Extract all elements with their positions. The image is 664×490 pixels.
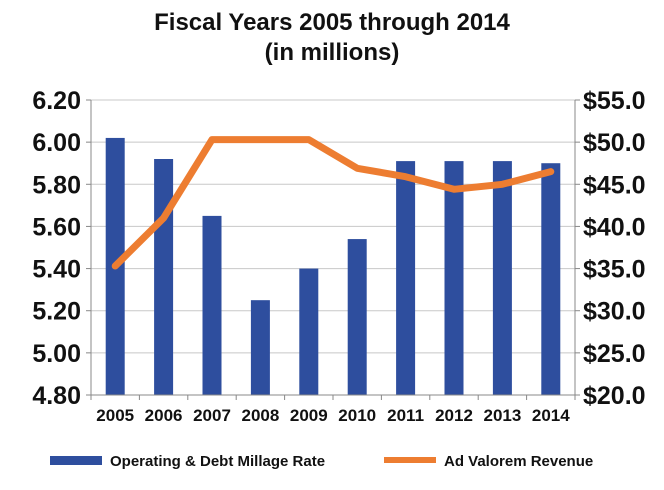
chart-title-line-2: (in millions) [264, 39, 400, 66]
legend-swatch-bar [50, 456, 102, 465]
chart-title-line-1: Fiscal Years 2005 through 2014 [154, 9, 510, 36]
bar [444, 161, 464, 395]
x-tick-label: 2014 [532, 406, 570, 425]
left-tick-label: 5.00 [32, 340, 81, 368]
left-tick-label: 6.20 [32, 87, 81, 115]
bar [541, 163, 561, 395]
bar [492, 161, 512, 395]
axes: 4.80 5.00 5.20 5.40 5.60 5.80 6.00 6.20 $20.0 $25… [32, 87, 645, 425]
x-tick-label: 2008 [241, 406, 279, 425]
right-tick-label: $40.0 [583, 213, 646, 241]
x-tick-label: 2009 [290, 406, 328, 425]
line-series [111, 136, 555, 270]
right-tick-label: $55.0 [583, 87, 646, 115]
bar [154, 159, 174, 395]
right-tick-label: $35.0 [583, 256, 646, 284]
left-tick-label: 5.80 [32, 171, 81, 199]
left-tick-label: 5.40 [32, 256, 81, 284]
bar [299, 268, 319, 395]
right-tick-label: $50.0 [583, 129, 646, 157]
revenue-line [111, 136, 555, 270]
left-tick-label: 4.80 [32, 382, 81, 410]
x-tick-label: 2007 [193, 406, 231, 425]
bar [396, 161, 416, 395]
left-tick-label: 5.60 [32, 213, 81, 241]
right-tick-label: $20.0 [583, 382, 646, 410]
left-tick-label: 5.20 [32, 298, 81, 326]
right-tick-label: $25.0 [583, 340, 646, 368]
legend-label-line: Ad Valorem Revenue [444, 453, 593, 470]
left-tick-label: 6.00 [32, 129, 81, 157]
bar [250, 300, 270, 395]
legend-label-bar: Operating & Debt Millage Rate [110, 453, 325, 470]
x-tick-label: 2005 [96, 406, 134, 425]
bar [202, 215, 222, 395]
x-tick-label: 2012 [435, 406, 473, 425]
x-tick-label: 2010 [338, 406, 376, 425]
legend: Operating & Debt Millage Rate Ad Valorem … [50, 453, 593, 470]
right-tick-label: $30.0 [583, 298, 646, 326]
bar [347, 239, 367, 395]
x-tick-label: 2006 [145, 406, 183, 425]
right-tick-label: $45.0 [583, 171, 646, 199]
x-tick-label: 2011 [387, 406, 424, 425]
bar-series [105, 137, 561, 395]
x-tick-label: 2013 [483, 406, 521, 425]
